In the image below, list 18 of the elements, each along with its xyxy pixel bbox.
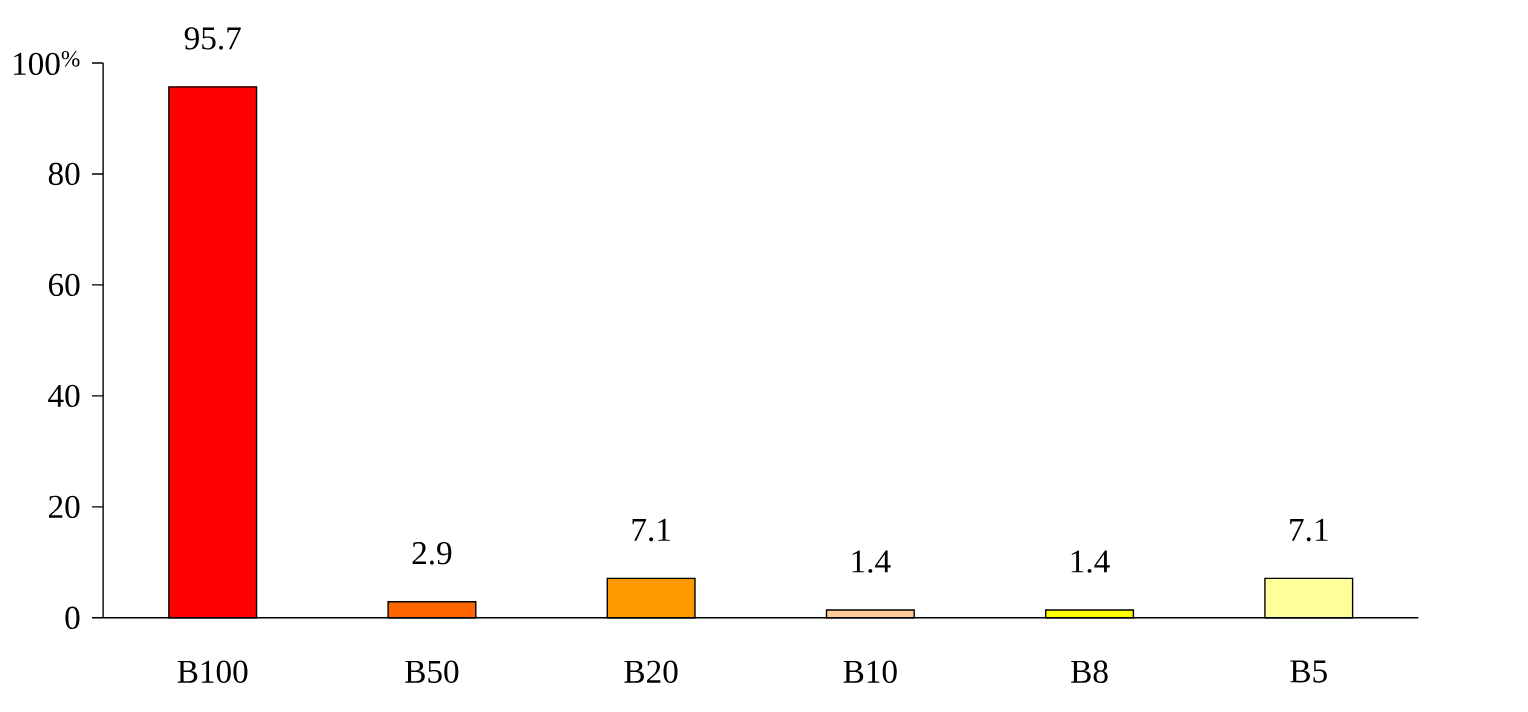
y-tick-label: 100$^{%}$ [14, 50, 80, 75]
y-tick-label: 80 [48, 162, 80, 186]
data-label: 7.1 [632, 518, 670, 542]
x-tick-label: B8 [1071, 660, 1108, 683]
x-tick-label: B5 [1290, 660, 1327, 683]
y-tick-label: 40 [48, 384, 80, 407]
y-tick-label: 20 [48, 495, 80, 518]
data-label: 2.9 [412, 541, 452, 565]
data-label: 1.4 [1071, 550, 1110, 573]
y-tick-label: 60 [48, 273, 80, 296]
x-tick-label: B100 [177, 660, 248, 683]
data-label: 1.4 [852, 550, 891, 573]
data-label: 7.1 [1290, 518, 1328, 542]
x-tick-label: B50 [405, 660, 459, 683]
y-tick-label: 0 [65, 606, 80, 629]
x-tick-label: B20 [624, 660, 678, 683]
x-tick-label: B10 [843, 660, 897, 683]
data-label: 95.7 [184, 27, 241, 50]
